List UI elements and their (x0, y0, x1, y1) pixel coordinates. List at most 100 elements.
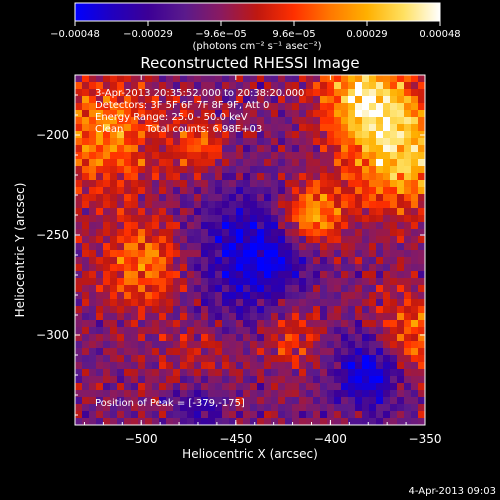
heatmap-cell (138, 299, 146, 307)
heatmap-cell (390, 292, 398, 300)
heatmap-cell (306, 397, 314, 405)
heatmap-cell (285, 229, 293, 237)
heatmap-cell (236, 145, 244, 153)
heatmap-cell (271, 131, 279, 139)
heatmap-cell (383, 138, 391, 146)
heatmap-cell (264, 390, 272, 398)
heatmap-cell (348, 236, 356, 244)
heatmap-cell (152, 299, 160, 307)
heatmap-cell (250, 166, 258, 174)
heatmap-cell (257, 313, 265, 321)
heatmap-cell (208, 208, 216, 216)
heatmap-cell (110, 82, 118, 90)
heatmap-cell (383, 362, 391, 370)
heatmap-cell (124, 362, 132, 370)
heatmap-cell (159, 334, 167, 342)
heatmap-cell (397, 152, 405, 160)
heatmap-cell (89, 89, 97, 97)
heatmap-cell (187, 299, 195, 307)
heatmap-cell (201, 348, 209, 356)
heatmap-cell (103, 250, 111, 258)
heatmap-cell (348, 145, 356, 153)
heatmap-cell (194, 187, 202, 195)
heatmap-cell (334, 131, 342, 139)
heatmap-cell (411, 418, 419, 425)
heatmap-cell (229, 96, 237, 104)
heatmap-cell (201, 124, 209, 132)
heatmap-cell (110, 369, 118, 377)
heatmap-cell (117, 376, 125, 384)
heatmap-cell (390, 159, 398, 167)
heatmap-cell (271, 145, 279, 153)
heatmap-cell (299, 222, 307, 230)
heatmap-cell (404, 250, 412, 258)
heatmap-cell (89, 103, 97, 111)
heatmap-cell (320, 397, 328, 405)
heatmap-cell (334, 145, 342, 153)
heatmap-cell (229, 236, 237, 244)
heatmap-cell (313, 243, 321, 251)
heatmap-cell (341, 278, 349, 286)
heatmap-cell (166, 313, 174, 321)
heatmap-cell (166, 299, 174, 307)
heatmap-cell (404, 320, 412, 328)
y-tick-label: −300 (36, 328, 69, 342)
heatmap-cell (341, 166, 349, 174)
heatmap-cell (236, 159, 244, 167)
heatmap-cell (327, 110, 335, 118)
heatmap-cell (145, 166, 153, 174)
heatmap-cell (201, 103, 209, 111)
heatmap-cell (75, 285, 83, 293)
heatmap-cell (124, 117, 132, 125)
heatmap-cell (103, 390, 111, 398)
heatmap-cell (404, 110, 412, 118)
heatmap-cell (145, 173, 153, 181)
heatmap-cell (89, 306, 97, 314)
heatmap-cell (250, 243, 258, 251)
heatmap-cell (341, 341, 349, 349)
heatmap-cell (376, 299, 384, 307)
heatmap-cell (292, 110, 300, 118)
heatmap-cell (271, 397, 279, 405)
heatmap-cell (208, 82, 216, 90)
heatmap-cell (313, 96, 321, 104)
heatmap-cell (110, 418, 118, 425)
heatmap-cell (418, 82, 425, 90)
heatmap-cell (110, 404, 118, 412)
heatmap-cell (411, 243, 419, 251)
heatmap-cell (75, 264, 83, 272)
heatmap-cell (250, 194, 258, 202)
heatmap-cell (362, 103, 370, 111)
heatmap-cell (208, 285, 216, 293)
heatmap-cell (292, 383, 300, 391)
heatmap-cell (348, 124, 356, 132)
heatmap-cell (264, 292, 272, 300)
heatmap-cell (418, 250, 425, 258)
heatmap-cell (348, 173, 356, 181)
heatmap-cell (376, 306, 384, 314)
heatmap-cell (264, 418, 272, 425)
heatmap-cell (243, 257, 251, 265)
heatmap-cell (292, 194, 300, 202)
heatmap-cell (271, 166, 279, 174)
heatmap-cell (362, 383, 370, 391)
info-total-counts: Total counts: 6.98E+03 (145, 124, 262, 135)
heatmap-cell (96, 180, 104, 188)
heatmap-cell (152, 362, 160, 370)
heatmap-cell (243, 243, 251, 251)
plot-frame (74, 74, 426, 426)
heatmap-cell (131, 75, 139, 83)
heatmap-cell (145, 215, 153, 223)
heatmap-cell (166, 369, 174, 377)
heatmap-cell (152, 208, 160, 216)
heatmap-cell (89, 236, 97, 244)
heatmap-cell (173, 306, 181, 314)
heatmap-cell (208, 159, 216, 167)
heatmap-cell (159, 229, 167, 237)
heatmap-cell (348, 348, 356, 356)
heatmap-cell (124, 348, 132, 356)
heatmap-cell (229, 180, 237, 188)
heatmap-cell (327, 327, 335, 335)
heatmap-cell (152, 138, 160, 146)
heatmap-cell (222, 348, 230, 356)
